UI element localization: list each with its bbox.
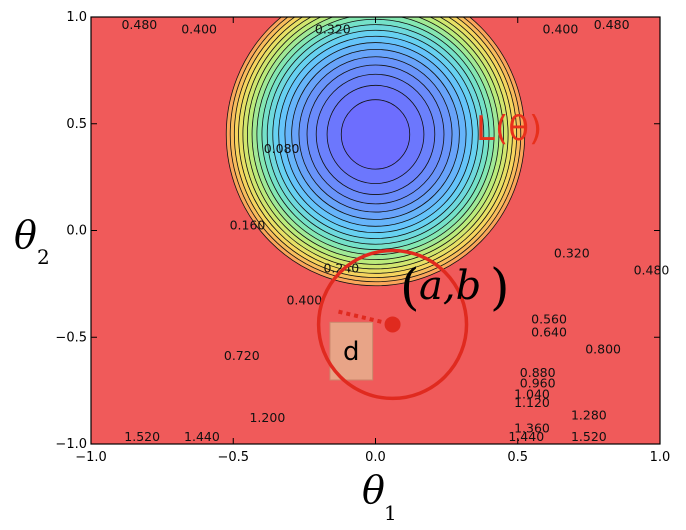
contour-fills bbox=[91, 17, 660, 444]
contour-label: 1.520 bbox=[571, 429, 607, 444]
y-tick-label: 1.0 bbox=[66, 10, 87, 25]
contour-band bbox=[341, 99, 410, 170]
point-label-close-paren: ) bbox=[490, 258, 510, 316]
contour-label: 0.480 bbox=[634, 263, 670, 278]
contour-lines bbox=[225, 17, 526, 287]
x-ticks: −1.0 −0.5 0.0 0.5 1.0 bbox=[75, 17, 670, 465]
contour-line bbox=[306, 64, 445, 205]
contour-line bbox=[298, 56, 453, 213]
contour-line bbox=[266, 24, 485, 245]
contour-label: 1.440 bbox=[184, 429, 220, 444]
contour-labels: 0.480 0.400 0.320 0.400 0.4800.0800.1600.240… bbox=[121, 17, 669, 444]
contour-label: 0.400 bbox=[181, 21, 217, 36]
contour-label: 1.360 bbox=[514, 421, 550, 436]
function-label: L(θ) bbox=[476, 109, 542, 149]
contour-label: 0.080 bbox=[264, 141, 300, 156]
y-tick-label: −1.0 bbox=[55, 437, 87, 452]
x-axis-name: θ bbox=[362, 468, 385, 512]
y-axis-subscript: 2 bbox=[37, 245, 50, 269]
contour-line bbox=[251, 17, 500, 260]
x-axis-label: θ 1 bbox=[362, 468, 397, 525]
x-axis-subscript: 1 bbox=[384, 501, 397, 525]
contour-line bbox=[291, 48, 460, 220]
neighborhood-circle bbox=[316, 248, 469, 401]
x-tick-label: −0.5 bbox=[217, 450, 249, 465]
y-tick-label: 0.0 bbox=[66, 224, 87, 239]
contour-label: 0.640 bbox=[531, 324, 567, 339]
x-tick-label: 1.0 bbox=[650, 450, 671, 465]
step-box bbox=[329, 321, 374, 381]
contour-label: 1.120 bbox=[514, 395, 550, 410]
contour-label: 0.960 bbox=[520, 376, 556, 391]
point-ab bbox=[384, 316, 401, 333]
contour-label: 0.160 bbox=[230, 218, 266, 233]
x-tick-label: −1.0 bbox=[75, 450, 107, 465]
y-tick-label: 0.5 bbox=[66, 117, 87, 132]
contour-label: 0.480 bbox=[594, 17, 630, 32]
contour-line bbox=[247, 17, 504, 265]
contour-line bbox=[233, 17, 518, 278]
x-tick-label: 0.5 bbox=[507, 450, 528, 465]
contour-line bbox=[272, 29, 479, 239]
contour-label: 0.400 bbox=[286, 292, 322, 307]
contour-line bbox=[326, 84, 425, 184]
contour-label: 0.560 bbox=[531, 312, 567, 327]
contour-line bbox=[315, 73, 436, 195]
x-tick-label: 0.0 bbox=[365, 450, 386, 465]
contour-line bbox=[256, 17, 495, 256]
contour-label: 0.880 bbox=[520, 365, 556, 380]
contour-line bbox=[242, 17, 509, 270]
contour-line bbox=[340, 99, 411, 170]
contour-label: 1.280 bbox=[571, 408, 607, 423]
contour-line bbox=[238, 17, 513, 274]
contour-line bbox=[225, 17, 526, 287]
contour-label: 0.720 bbox=[224, 348, 260, 363]
y-ticks: −1.0 −0.5 0.0 0.5 1.0 bbox=[55, 10, 660, 452]
y-axis-name: θ bbox=[14, 213, 37, 257]
contour-label: 0.320 bbox=[554, 245, 590, 260]
y-tick-label: −0.5 bbox=[55, 330, 87, 345]
y-axis-label: θ 2 bbox=[14, 213, 50, 269]
contour-label: 1.440 bbox=[508, 429, 544, 444]
contour-label: 0.320 bbox=[315, 21, 351, 36]
contour-label: 0.480 bbox=[121, 17, 157, 32]
contour-label: 0.800 bbox=[585, 342, 621, 357]
step-dotted-line bbox=[338, 309, 394, 327]
step-box-label: d bbox=[343, 337, 360, 367]
contour-line bbox=[284, 42, 467, 227]
contour-label: 1.520 bbox=[124, 429, 160, 444]
point-label: ( a,b ) bbox=[400, 258, 510, 316]
point-label-text: a,b bbox=[419, 263, 481, 309]
point-label-open-paren: ( bbox=[400, 258, 420, 316]
contour-label: 1.040 bbox=[514, 386, 550, 401]
contour-label: 1.200 bbox=[249, 410, 285, 425]
contour-line bbox=[229, 17, 522, 283]
contour-label: 0.400 bbox=[543, 21, 579, 36]
contour-line bbox=[278, 35, 473, 234]
